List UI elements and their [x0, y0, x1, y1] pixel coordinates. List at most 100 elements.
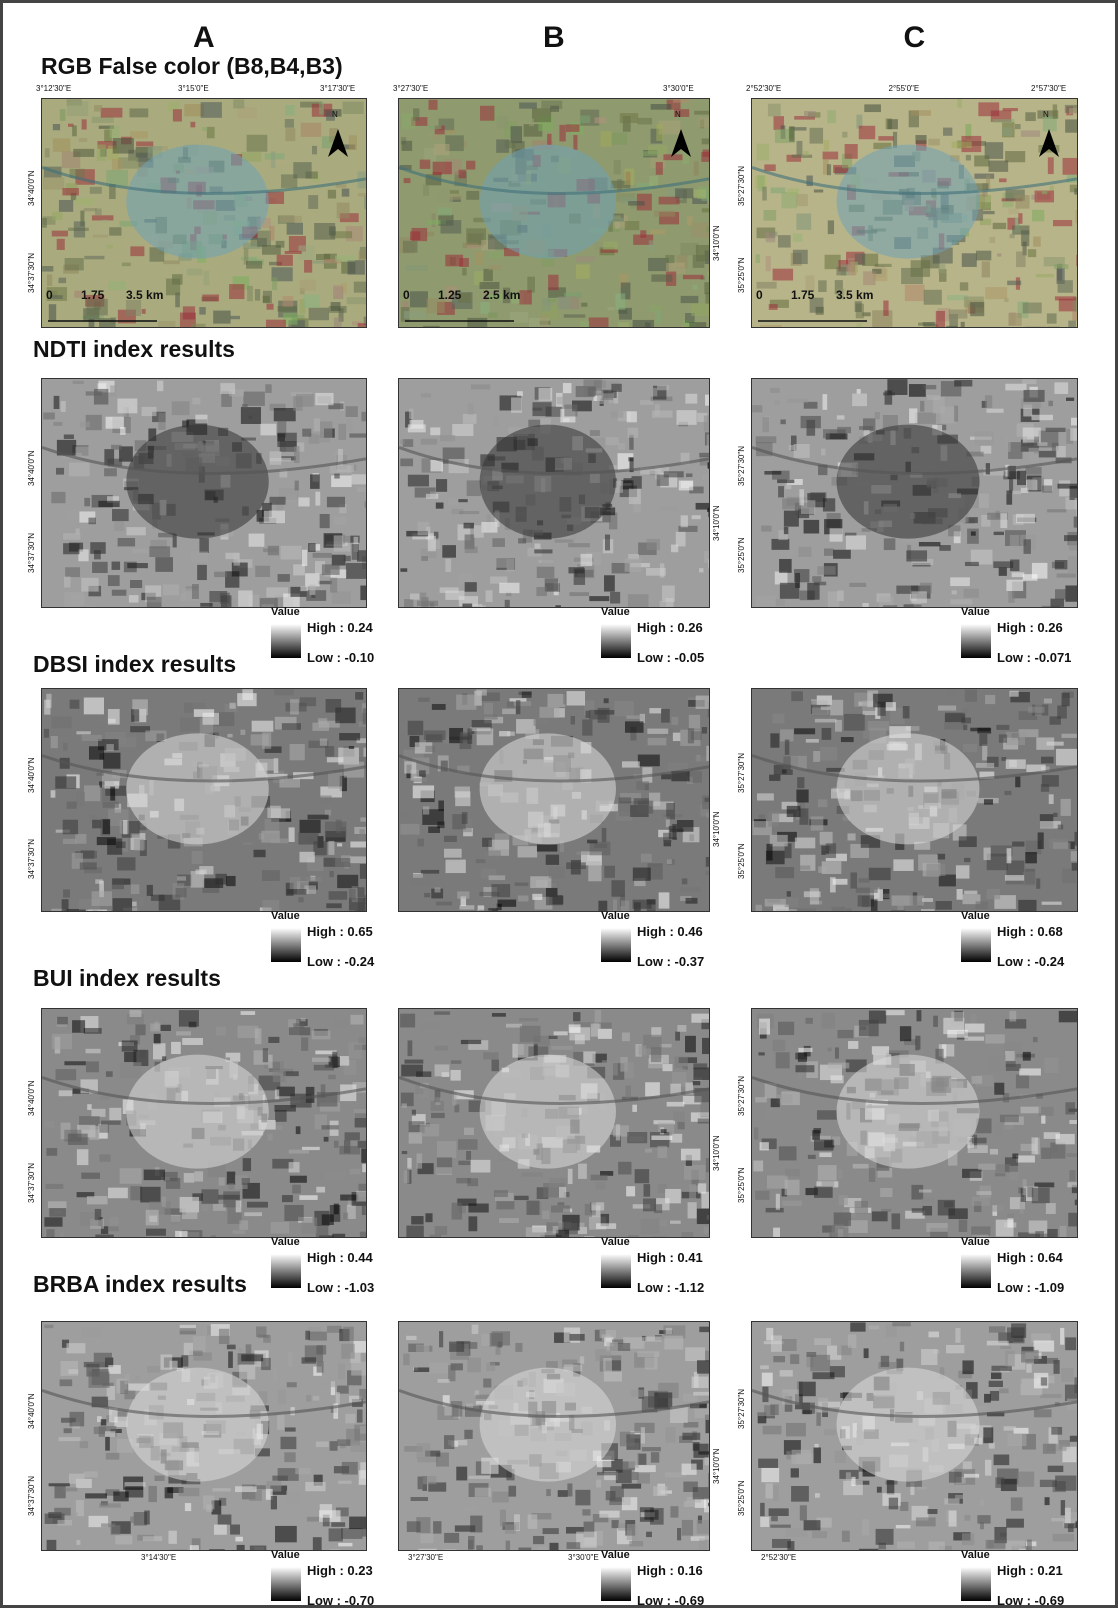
map-texture [148, 1524, 160, 1531]
map-texture [583, 1051, 595, 1063]
map-texture [53, 422, 62, 426]
map-texture [864, 1348, 869, 1358]
map-texture [901, 539, 918, 542]
map-texture [51, 790, 56, 797]
map-texture [838, 1169, 843, 1179]
map-texture [101, 1121, 121, 1125]
map-texture [1075, 1200, 1078, 1206]
map-texture [1006, 1061, 1016, 1067]
map-texture [420, 1124, 440, 1136]
map-texture [704, 282, 710, 294]
map-texture [320, 739, 327, 746]
map-texture [551, 1046, 573, 1050]
map-texture [1041, 1377, 1047, 1385]
map-texture [782, 1201, 801, 1206]
map-texture [103, 753, 120, 769]
map-texture [329, 1528, 343, 1541]
row-title: NDTI index results [33, 336, 235, 363]
map-texture [497, 116, 508, 129]
map-texture [1069, 108, 1078, 114]
map-texture [260, 424, 276, 436]
map-texture [519, 102, 537, 108]
map-texture [243, 392, 264, 406]
map-texture [807, 583, 819, 600]
map-texture [760, 1142, 769, 1150]
urban-area [837, 425, 980, 539]
map-texture [338, 424, 346, 440]
map-texture [919, 1189, 932, 1192]
map-texture [143, 1536, 162, 1541]
map-texture [764, 164, 775, 171]
map-texture [616, 481, 623, 493]
map-texture [338, 1056, 349, 1066]
map-texture [286, 1491, 300, 1505]
urban-area [126, 425, 269, 539]
map-texture [214, 572, 227, 577]
map-texture [705, 395, 709, 406]
map-texture [962, 1169, 981, 1178]
map-texture [826, 843, 836, 858]
map-texture [923, 1206, 933, 1216]
map-texture [106, 417, 124, 429]
map-texture [816, 307, 824, 315]
map-texture [44, 1325, 53, 1328]
map-texture [433, 134, 440, 139]
map-texture [687, 771, 702, 782]
map-texture [202, 127, 207, 131]
map-texture [938, 264, 945, 273]
map-texture [86, 1061, 99, 1072]
map-texture [986, 463, 990, 474]
map-texture [706, 813, 710, 818]
map-texture [629, 1541, 643, 1546]
map-texture [284, 1205, 303, 1221]
map-texture [568, 543, 590, 547]
map-texture [328, 841, 334, 855]
map-texture [304, 260, 312, 273]
map-texture [430, 427, 440, 435]
map-texture [804, 1520, 821, 1530]
map-texture [301, 123, 321, 137]
map-texture [1039, 1107, 1054, 1116]
map-texture [330, 1549, 340, 1551]
map-texture [132, 549, 149, 554]
map-texture [918, 323, 933, 326]
map-texture [764, 210, 777, 221]
map-texture [1025, 852, 1037, 863]
map-texture [402, 1103, 407, 1107]
map-texture [486, 1363, 495, 1372]
map-texture [109, 1227, 119, 1232]
map-texture [769, 775, 780, 781]
map-texture [691, 303, 710, 316]
map-texture [65, 567, 80, 577]
map-texture [475, 1488, 491, 1497]
map-texture [985, 395, 992, 408]
map-texture [239, 1220, 248, 1230]
map-texture [290, 877, 301, 889]
legend-ramp [271, 928, 301, 962]
map-texture [207, 127, 215, 138]
map-texture [147, 1366, 160, 1373]
map-texture [361, 412, 367, 422]
map-texture [326, 699, 342, 713]
map-texture [84, 607, 98, 608]
map-texture [355, 692, 363, 700]
map-texture [431, 1101, 444, 1111]
map-texture [976, 1191, 991, 1195]
map-texture [834, 1212, 851, 1226]
map-texture [582, 1509, 590, 1515]
map-texture [64, 1061, 85, 1065]
map-texture [492, 538, 505, 547]
map-texture [518, 1548, 531, 1551]
map-texture [1007, 848, 1012, 863]
map-texture [532, 402, 551, 416]
map-texture [81, 578, 98, 592]
legend-title: Value [271, 606, 300, 618]
map-texture [230, 1525, 240, 1535]
map-texture [856, 323, 862, 328]
map-texture [989, 237, 995, 243]
map-texture [815, 1493, 820, 1498]
map-texture [1050, 599, 1063, 607]
map-texture [669, 826, 676, 839]
map-texture [786, 1423, 806, 1436]
map-texture [428, 827, 440, 833]
